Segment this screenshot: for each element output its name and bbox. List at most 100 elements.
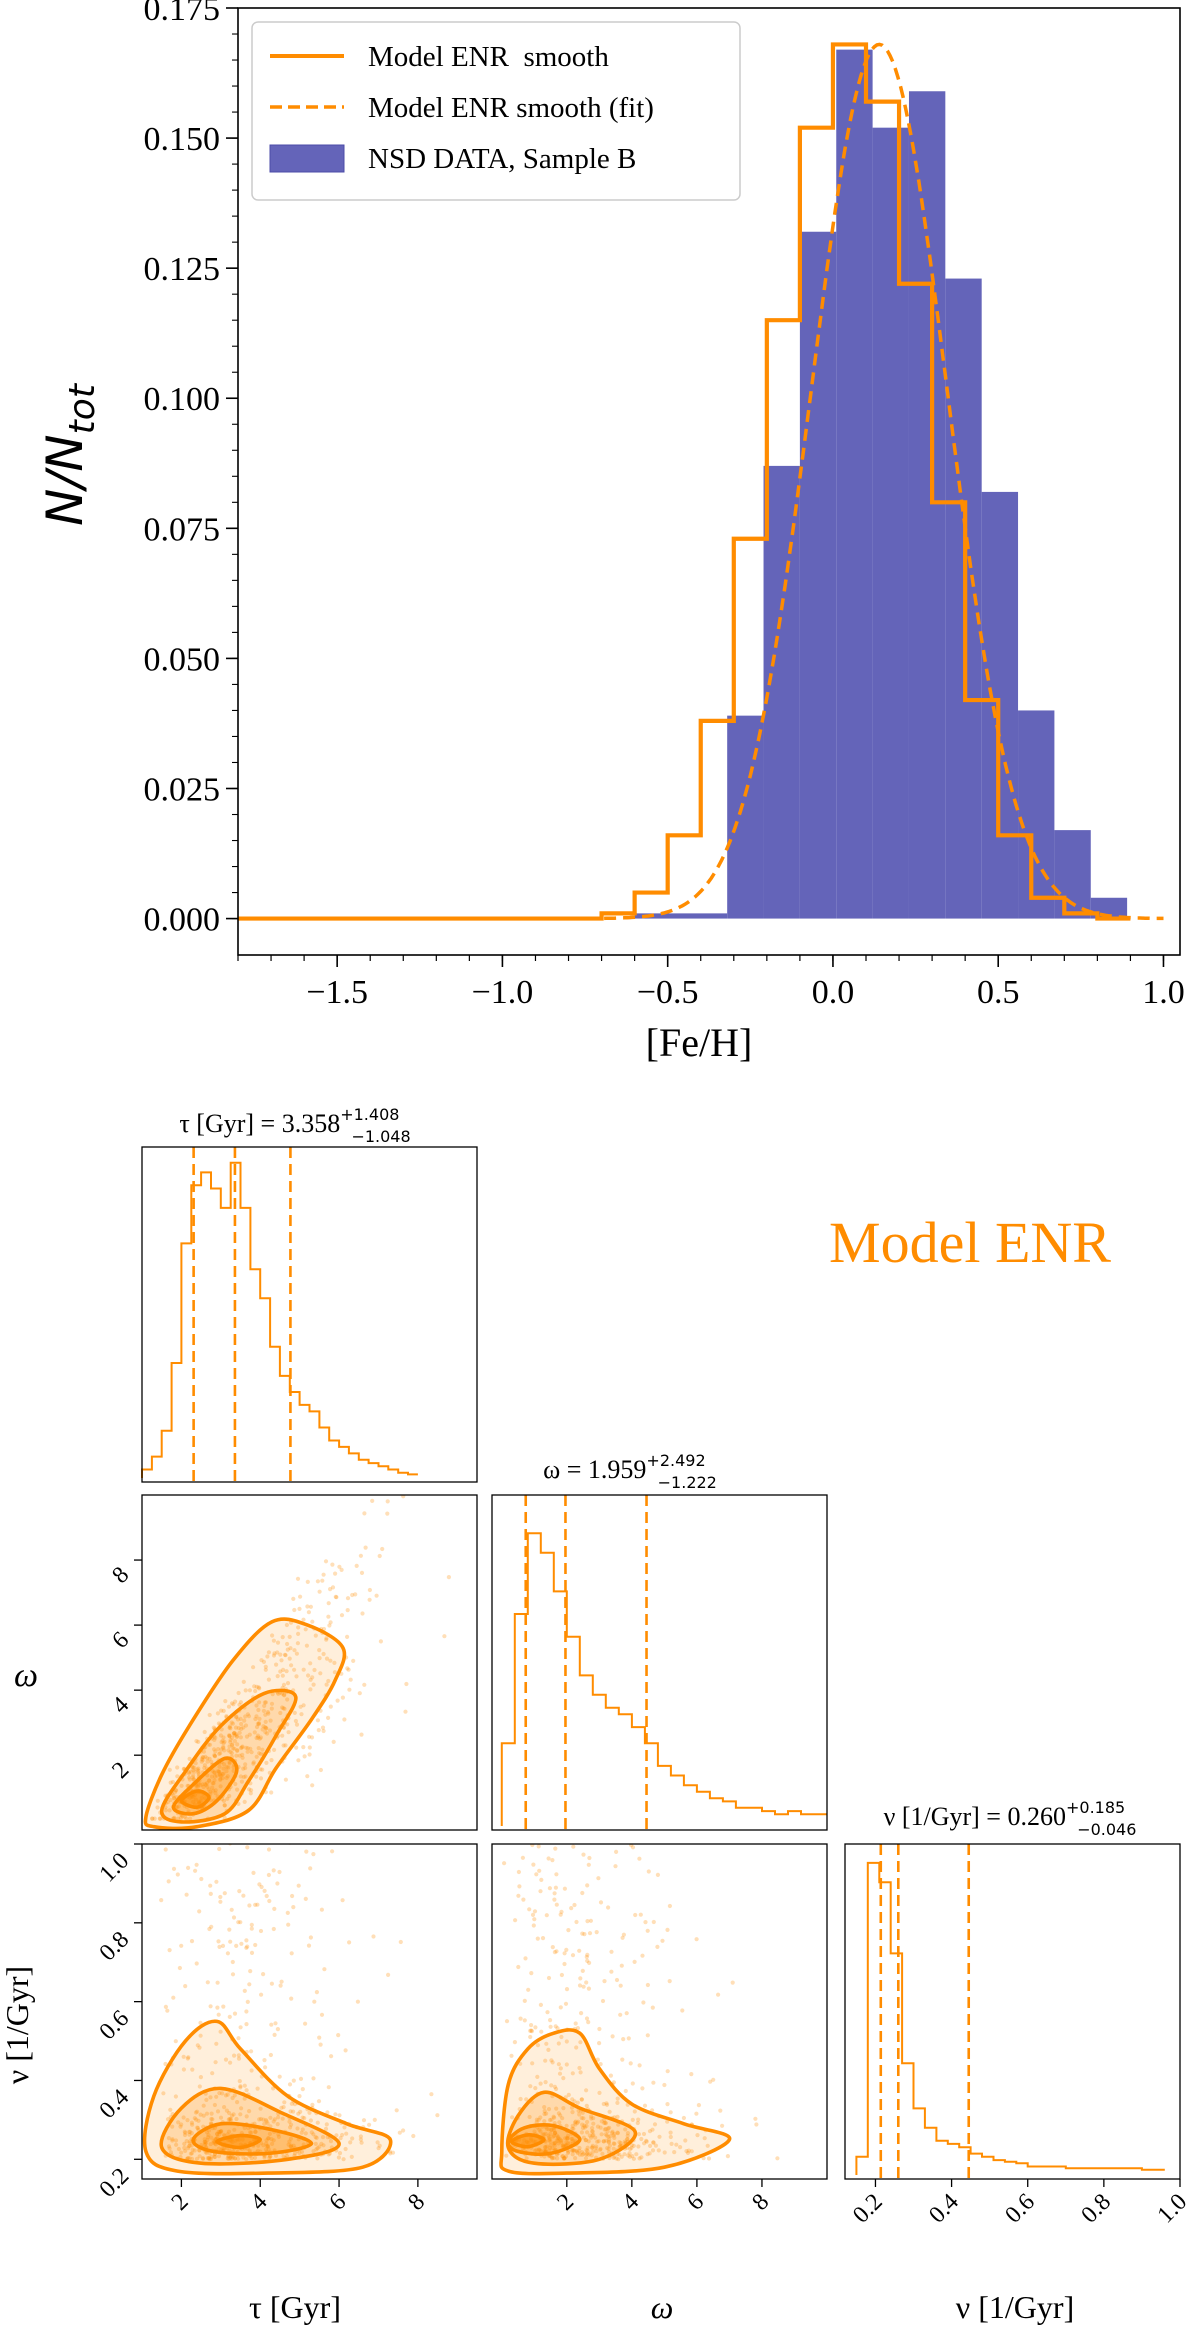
sample-point xyxy=(220,1738,225,1743)
sample-point xyxy=(552,2155,557,2160)
sample-point xyxy=(317,1648,322,1653)
sample-point xyxy=(337,1564,342,1569)
model-fit-line xyxy=(585,42,1164,921)
sample-point xyxy=(557,2071,563,2076)
sample-point xyxy=(215,2005,220,2010)
sample-point xyxy=(618,1799,622,1803)
tau-marginal-panel xyxy=(141,1146,478,1483)
sample-point xyxy=(294,1674,299,1679)
sample-point xyxy=(201,1749,206,1754)
sample-point xyxy=(386,1972,391,1977)
sample-point xyxy=(211,2138,216,2144)
sample-point xyxy=(565,2141,570,2146)
sample-point xyxy=(229,1743,234,1748)
sample-point xyxy=(187,1777,192,1782)
sample-point xyxy=(415,1462,419,1466)
sample-point xyxy=(599,2119,604,2124)
sample-point xyxy=(275,1881,280,1886)
sample-point xyxy=(234,1714,239,1719)
sample-point xyxy=(303,1627,308,1632)
sample-point xyxy=(562,2156,567,2161)
sample-point xyxy=(214,1879,219,1884)
sample-point xyxy=(332,1660,337,1665)
sample-point xyxy=(684,2149,689,2154)
sample-point xyxy=(342,2125,347,2130)
sample-point xyxy=(210,2117,215,2122)
sample-point xyxy=(238,2085,243,2090)
sample-point xyxy=(429,2092,434,2097)
sample-point xyxy=(174,1788,179,1793)
sample-point xyxy=(224,1775,229,1780)
sample-point xyxy=(380,1546,385,1552)
sample-point xyxy=(317,2144,322,2149)
sample-point xyxy=(610,2130,615,2135)
sample-point xyxy=(253,1838,257,1842)
sample-point xyxy=(308,1687,313,1692)
sample-point xyxy=(283,1653,288,1658)
marginal-step xyxy=(855,1861,1165,2176)
sample-point xyxy=(212,1747,217,1752)
sample-point xyxy=(526,1832,530,1836)
sample-point xyxy=(315,2156,320,2161)
y-tick-label: 0.175 xyxy=(144,0,221,28)
sample-point xyxy=(259,1992,264,1997)
sample-point xyxy=(234,1943,239,1948)
sample-point xyxy=(606,2126,611,2131)
sample-point xyxy=(187,1756,192,1761)
sample-point xyxy=(291,1596,296,1601)
sample-point xyxy=(231,1702,236,1707)
sample-point xyxy=(531,1923,536,1928)
sample-point xyxy=(314,2147,319,2152)
omega-title-sub: −1.222 xyxy=(658,1473,717,1492)
sample-point xyxy=(175,1765,180,1770)
y-tick-label: 0.100 xyxy=(144,381,221,418)
sample-point xyxy=(564,1987,570,1992)
sample-point xyxy=(263,2065,268,2070)
sample-point xyxy=(278,1710,283,1716)
sample-point xyxy=(577,2145,582,2151)
sample-point xyxy=(263,1730,268,1735)
sample-point xyxy=(558,2066,563,2071)
sample-point xyxy=(554,2106,559,2111)
sample-point xyxy=(196,1770,201,1775)
sample-point xyxy=(266,2147,271,2152)
sample-point xyxy=(196,1768,201,1773)
y-tick-label: 0.000 xyxy=(144,902,221,939)
sample-point xyxy=(331,1739,336,1744)
sample-point xyxy=(672,2150,677,2155)
sample-point xyxy=(232,2156,238,2161)
sample-point xyxy=(187,2132,192,2137)
sample-point xyxy=(622,2152,627,2157)
sample-point xyxy=(533,2086,538,2091)
sample-point xyxy=(227,1733,232,1739)
sample-point xyxy=(587,2151,593,2156)
sample-point xyxy=(256,2143,261,2148)
sample-point xyxy=(194,1961,199,1966)
sample-point xyxy=(554,2086,559,2092)
sample-point xyxy=(562,1951,567,1956)
sample-point xyxy=(291,2078,296,2083)
legend-box xyxy=(251,21,741,201)
omega-y-tick-label: 4 xyxy=(107,1692,134,1719)
sample-point xyxy=(552,2130,558,2136)
sample-point xyxy=(615,2100,620,2105)
sample-point xyxy=(586,1862,591,1867)
ylabel-subscript: tot xyxy=(62,382,103,434)
sample-point xyxy=(328,1658,333,1663)
sample-point xyxy=(359,1732,364,1737)
sample-point xyxy=(674,2142,679,2147)
sample-point xyxy=(225,2092,230,2097)
sample-point xyxy=(227,1734,232,1739)
sample-point xyxy=(615,2096,620,2101)
x-tick-label: −1.5 xyxy=(306,974,368,1011)
sample-point xyxy=(254,1754,259,1759)
sample-point xyxy=(529,2029,535,2034)
sample-point xyxy=(281,1682,287,1687)
sample-point xyxy=(557,2120,562,2125)
sample-point xyxy=(665,2102,670,2107)
sample-point xyxy=(231,2112,236,2117)
sample-point xyxy=(552,2141,557,2146)
sample-point xyxy=(596,1876,601,1881)
sample-point xyxy=(622,2139,627,2144)
sample-point xyxy=(516,1893,521,1898)
